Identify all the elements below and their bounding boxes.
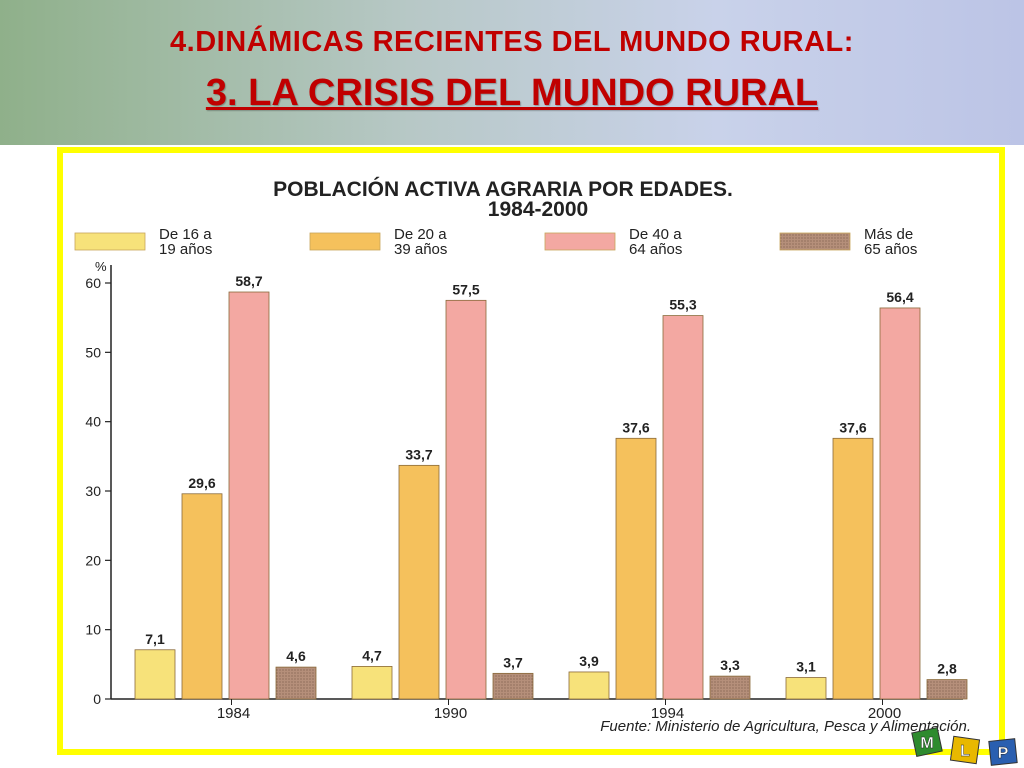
bar-value-label: 37,6 <box>839 419 866 435</box>
y-tick-label: 10 <box>85 622 101 638</box>
chart-subtitle: 1984-2000 <box>488 198 588 221</box>
x-ticks: 1984 1990 1994 2000 <box>217 699 901 722</box>
y-tick-label: 20 <box>85 552 101 568</box>
bar <box>785 677 827 700</box>
legend-label: Más de <box>864 226 913 243</box>
slide-title: 4.DINÁMICAS RECIENTES DEL MUNDO RURAL: <box>170 26 854 58</box>
legend-label: De 40 a <box>629 226 682 243</box>
bar <box>492 672 534 700</box>
bar-value-label: 7,1 <box>145 631 165 647</box>
slide-subtitle: 3. LA CRISIS DEL MUNDO RURAL <box>205 72 819 114</box>
logo-block: P <box>988 738 1018 766</box>
bar-value-label: 3,7 <box>503 654 523 670</box>
y-tick-label: 60 <box>85 275 101 291</box>
bar-value-label: 57,5 <box>452 281 479 297</box>
bar-value-label: 2,8 <box>937 661 957 677</box>
bar-value-label: 4,6 <box>286 648 306 664</box>
bar <box>275 666 317 700</box>
chart-source: Fuente: Ministerio de Agricultura, Pesca… <box>600 718 971 735</box>
bar <box>134 649 176 700</box>
legend-swatch <box>544 232 616 251</box>
bar <box>879 307 921 700</box>
bar <box>398 464 440 700</box>
logo-block: M <box>911 726 943 758</box>
bar-value-label: 56,4 <box>886 289 913 305</box>
legend-swatch <box>309 232 381 251</box>
legend-label: 64 años <box>629 241 682 258</box>
logo-block: L <box>949 735 981 765</box>
y-tick-label: 30 <box>85 483 101 499</box>
chart-title: POBLACIÓN ACTIVA AGRARIA POR EDADES. <box>273 177 733 201</box>
svg-text:L: L <box>960 743 970 760</box>
bar <box>832 437 874 700</box>
legend-label: De 16 a <box>159 226 212 243</box>
legend: De 16 a19 años De 20 a39 años De 40 a64 añ… <box>74 226 917 258</box>
bar <box>709 675 751 700</box>
bar <box>228 291 270 700</box>
bar-value-label: 29,6 <box>188 475 215 491</box>
y-tick-label: 40 <box>85 414 101 430</box>
bars: 7,1 29,6 58,7 4,6 4,7 33,7 57,5 3,7 3,9 37,6 55,3 3… <box>134 273 968 700</box>
bar-value-label: 37,6 <box>622 419 649 435</box>
bar-chart: POBLACIÓN ACTIVA AGRARIA POR EDADES. 198… <box>74 177 971 735</box>
bar-value-label: 33,7 <box>405 446 432 462</box>
x-tick-label: 2000 <box>868 705 901 722</box>
bar <box>926 679 968 700</box>
bar <box>181 493 223 700</box>
legend-swatch <box>779 232 851 251</box>
bar-value-label: 55,3 <box>669 297 696 313</box>
legend-label: De 20 a <box>394 226 447 243</box>
x-tick-label: 1990 <box>434 705 467 722</box>
legend-label: 19 años <box>159 241 212 258</box>
bar <box>445 299 487 700</box>
svg-text:M: M <box>920 735 933 752</box>
bar-value-label: 58,7 <box>235 273 262 289</box>
bar <box>351 666 393 700</box>
legend-label: 65 años <box>864 241 917 258</box>
bar-value-label: 3,3 <box>720 657 740 673</box>
slide-header: 4.DINÁMICAS RECIENTES DEL MUNDO RURAL: 3… <box>0 0 1024 145</box>
bar <box>662 315 704 700</box>
bar <box>568 671 610 700</box>
y-ticks: 0 10 20 30 40 50 60 <box>85 275 111 707</box>
chart-frame: POBLACIÓN ACTIVA AGRARIA POR EDADES. 198… <box>57 147 1005 755</box>
svg-text:P: P <box>998 745 1009 762</box>
legend-swatch <box>74 232 146 251</box>
y-axis-label: % <box>95 259 107 274</box>
bar-value-label: 3,1 <box>796 659 816 675</box>
bar-value-label: 4,7 <box>362 647 382 663</box>
x-tick-label: 1994 <box>651 705 684 722</box>
bar <box>615 437 657 700</box>
y-tick-label: 50 <box>85 344 101 360</box>
x-tick-label: 1984 <box>217 705 250 722</box>
legend-label: 39 años <box>394 241 447 258</box>
y-tick-label: 0 <box>93 691 101 707</box>
bar-value-label: 3,9 <box>579 653 599 669</box>
